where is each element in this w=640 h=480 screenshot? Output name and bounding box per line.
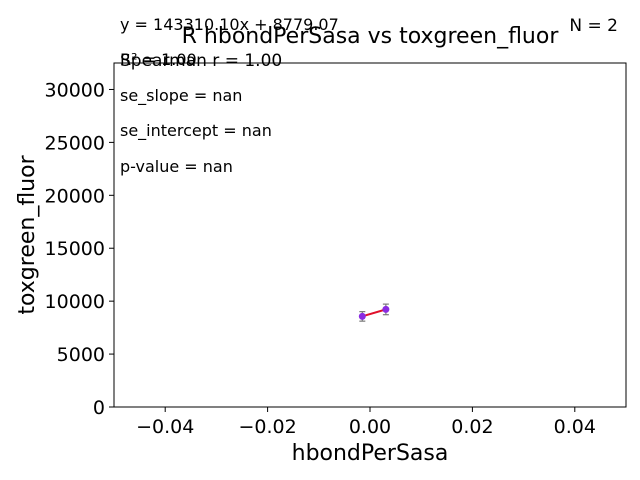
y-tick-label: 15000 [45,238,105,260]
x-axis-label: hbondPerSasa [292,441,449,466]
y-tick-label: 5000 [57,344,105,366]
y-tick-label: 30000 [45,79,105,101]
r2-annotation: R² = 1.00 [120,50,197,69]
data-point [382,305,390,313]
chart-title: R hbondPerSasa vs toxgreen_fluor [182,24,560,49]
y-axis: 0 5000 10000 15000 20000 25000 30000 [45,79,114,419]
spearman-annotation: Spearman r = 1.00 [120,51,282,71]
y-tick-label: 0 [93,397,105,419]
equation-annotation: y = 143310.10x + 8779.07 [120,15,339,34]
x-axis: −0.04 −0.02 0.00 0.02 0.04 [136,407,596,438]
y-axis-label: toxgreen_fluor [15,154,40,314]
y-tick-label: 25000 [45,132,105,154]
x-tick-label: 0.00 [349,416,391,438]
x-tick-label: −0.04 [136,416,194,438]
n-annotation: N = 2 [569,16,618,36]
plot-area [113,62,627,408]
data-point [358,312,366,320]
x-tick-label: 0.02 [451,416,493,438]
p-value-annotation: p-value = nan [120,157,233,176]
fit-line [362,308,387,318]
x-tick-label: −0.02 [238,416,296,438]
se-intercept-annotation: se_intercept = nan [120,121,272,141]
se-slope-annotation: se_slope = nan [120,86,242,106]
x-tick-label: 0.04 [554,416,596,438]
y-tick-label: 20000 [45,185,105,207]
plot-content [358,303,390,322]
y-tick-label: 10000 [45,291,105,313]
